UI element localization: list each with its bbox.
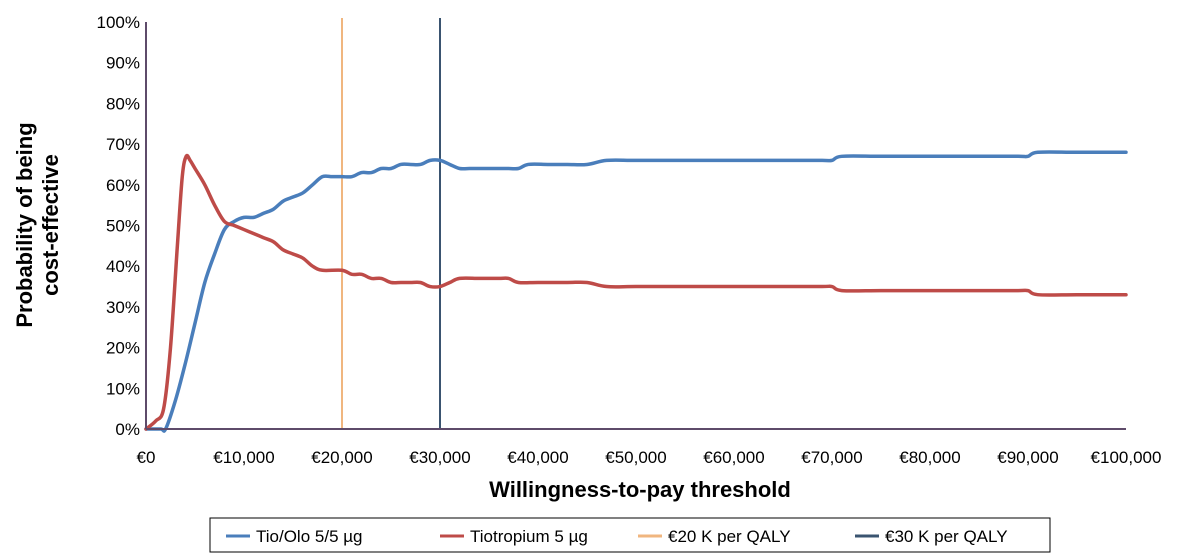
y-tick-label: 80%: [106, 94, 140, 113]
x-tick-label: €50,000: [605, 448, 666, 467]
y-tick-label: 30%: [106, 298, 140, 317]
x-axis-title: Willingness-to-pay threshold: [489, 477, 791, 502]
y-tick-label: 10%: [106, 379, 140, 398]
x-tick-label: €40,000: [507, 448, 568, 467]
legend-label-4: €30 K per QALY: [885, 527, 1008, 546]
legend-item-1: Tio/Olo 5/5 µg: [226, 527, 363, 546]
y-tick-label: 100%: [97, 13, 140, 32]
y-tick-label: 50%: [106, 217, 140, 236]
x-tick-label: €0: [137, 448, 156, 467]
y-axis-title-line-1: Probability of being: [12, 122, 37, 327]
legend: Tio/Olo 5/5 µg Tiotropium 5 µg €20 K per Q…: [209, 517, 1051, 553]
axes: 0% 10% 20% 30% 40% 50% 60% 70% 80% 90% 100% €0 €10,0…: [97, 13, 1162, 467]
y-axis-title-line-2: cost-effective: [38, 154, 63, 296]
series-line-1: [144, 150, 1128, 433]
series-lines: [144, 150, 1128, 433]
legend-item-3: €20 K per QALY: [638, 527, 791, 546]
x-tick-label: €10,000: [213, 448, 274, 467]
x-tick-label: €80,000: [899, 448, 960, 467]
y-tick-label: 60%: [106, 176, 140, 195]
y-tick-label: 90%: [106, 54, 140, 73]
x-tick-label: €70,000: [801, 448, 862, 467]
x-tick-label: €60,000: [703, 448, 764, 467]
legend-box: [209, 517, 1051, 553]
y-tick-label: 70%: [106, 135, 140, 154]
legend-item-2: Tiotropium 5 µg: [440, 527, 588, 546]
series-line-2: [144, 153, 1128, 431]
legend-label-1: Tio/Olo 5/5 µg: [256, 527, 363, 546]
y-tick-label: 40%: [106, 257, 140, 276]
y-tick-label: 0%: [115, 420, 140, 439]
y-tick-label: 20%: [106, 339, 140, 358]
y-axis-title: Probability of being cost-effective: [12, 122, 63, 327]
legend-label-3: €20 K per QALY: [668, 527, 791, 546]
x-tick-label: €20,000: [311, 448, 372, 467]
legend-label-2: Tiotropium 5 µg: [470, 527, 588, 546]
x-tick-label: €100,000: [1091, 448, 1162, 467]
legend-item-4: €30 K per QALY: [855, 527, 1008, 546]
x-tick-label: €30,000: [409, 448, 470, 467]
x-tick-label: €90,000: [997, 448, 1058, 467]
reference-lines: [341, 18, 441, 429]
